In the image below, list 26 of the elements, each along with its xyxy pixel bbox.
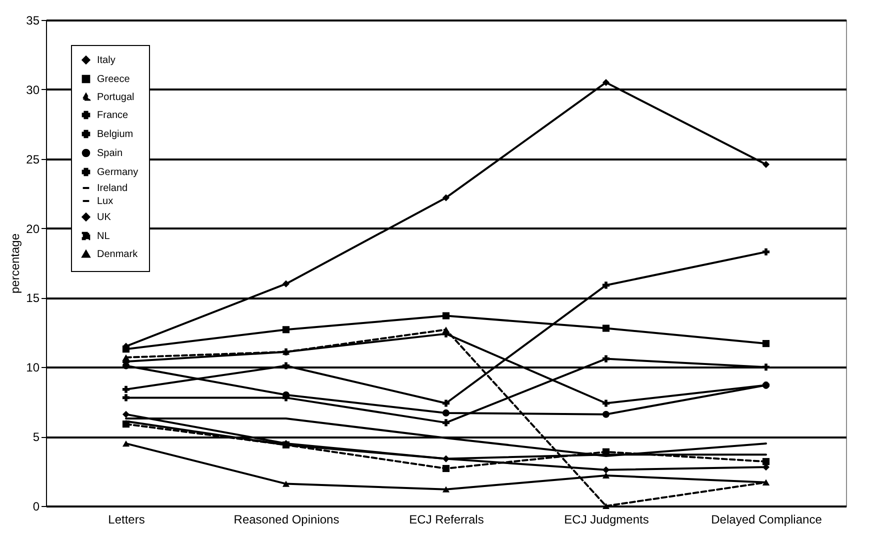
legend-label: Portugal (97, 92, 134, 103)
y-tick-label: 20 (26, 222, 40, 236)
x-tick-label: ECJ Judgments (564, 512, 649, 526)
x-tick-label: Letters (108, 512, 145, 526)
y-tick-label: 25 (26, 152, 40, 166)
legend-label: Greece (97, 74, 130, 85)
x-tick-label: Delayed Compliance (711, 512, 822, 526)
y-tick-label: 30 (26, 82, 40, 97)
legend-label: Germany (97, 167, 138, 178)
x-tick-label: Reasoned Opinions (234, 512, 340, 526)
y-axis-title: percentage (8, 233, 22, 294)
y-tick-label: 10 (26, 360, 40, 375)
legend-label: Belgium (97, 129, 134, 140)
y-tick-label: 35 (26, 14, 40, 28)
legend-label: Denmark (97, 249, 139, 260)
legend-label: Ireland (97, 183, 128, 194)
legend-label: Italy (97, 55, 116, 66)
y-tick-label: 15 (26, 291, 40, 306)
y-tick-label: 5 (32, 430, 40, 444)
legend-label: Lux (97, 196, 114, 207)
x-tick-label: ECJ Referrals (409, 512, 484, 526)
legend-label: Spain (97, 148, 123, 159)
y-tick-label: 0 (32, 500, 40, 514)
legend-label: NL (97, 231, 110, 242)
legend-label: France (97, 110, 129, 121)
legend-label: UK (97, 212, 112, 223)
